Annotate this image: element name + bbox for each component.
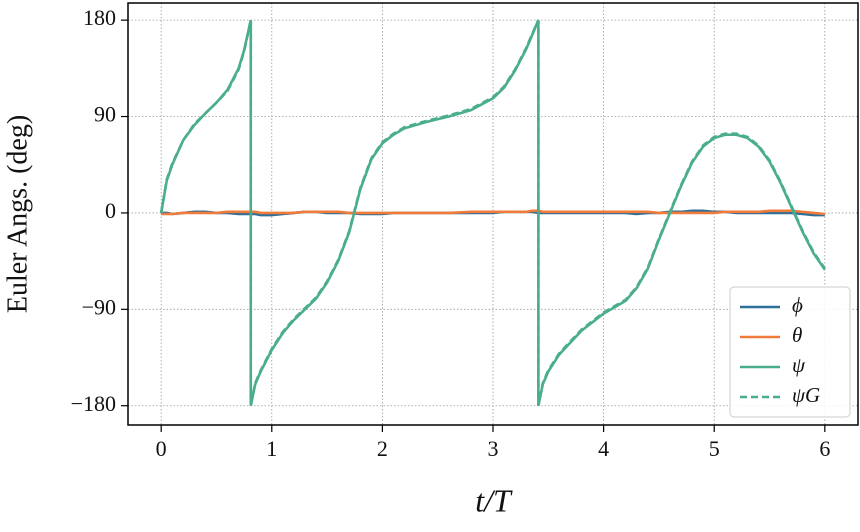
legend-label: ψG — [792, 383, 820, 407]
y-tick-label: −90 — [82, 294, 116, 319]
x-tick-label: 1 — [266, 436, 277, 461]
y-tick-label: −180 — [71, 391, 116, 416]
x-tick-label: 0 — [156, 436, 167, 461]
legend-label: θ — [792, 323, 802, 347]
plot-frame — [127, 2, 859, 426]
series-line — [159, 19, 826, 406]
y-tick-label: 90 — [94, 102, 116, 127]
legend-label: ψ — [792, 353, 806, 377]
x-tick-label: 5 — [709, 436, 720, 461]
x-tick-label: 4 — [598, 436, 609, 461]
y-tick-label: 180 — [83, 5, 116, 30]
y-tick-label: 0 — [105, 198, 116, 223]
x-tick-label: 2 — [377, 436, 388, 461]
series-line — [161, 209, 825, 216]
y-axis-label: Euler Angs. (deg) — [2, 115, 33, 313]
legend-label: ϕ — [792, 293, 803, 317]
x-tick-label: 3 — [488, 436, 499, 461]
legend-box — [729, 286, 851, 418]
x-tick-label: 6 — [819, 436, 830, 461]
x-axis-label: t/T — [475, 482, 513, 518]
